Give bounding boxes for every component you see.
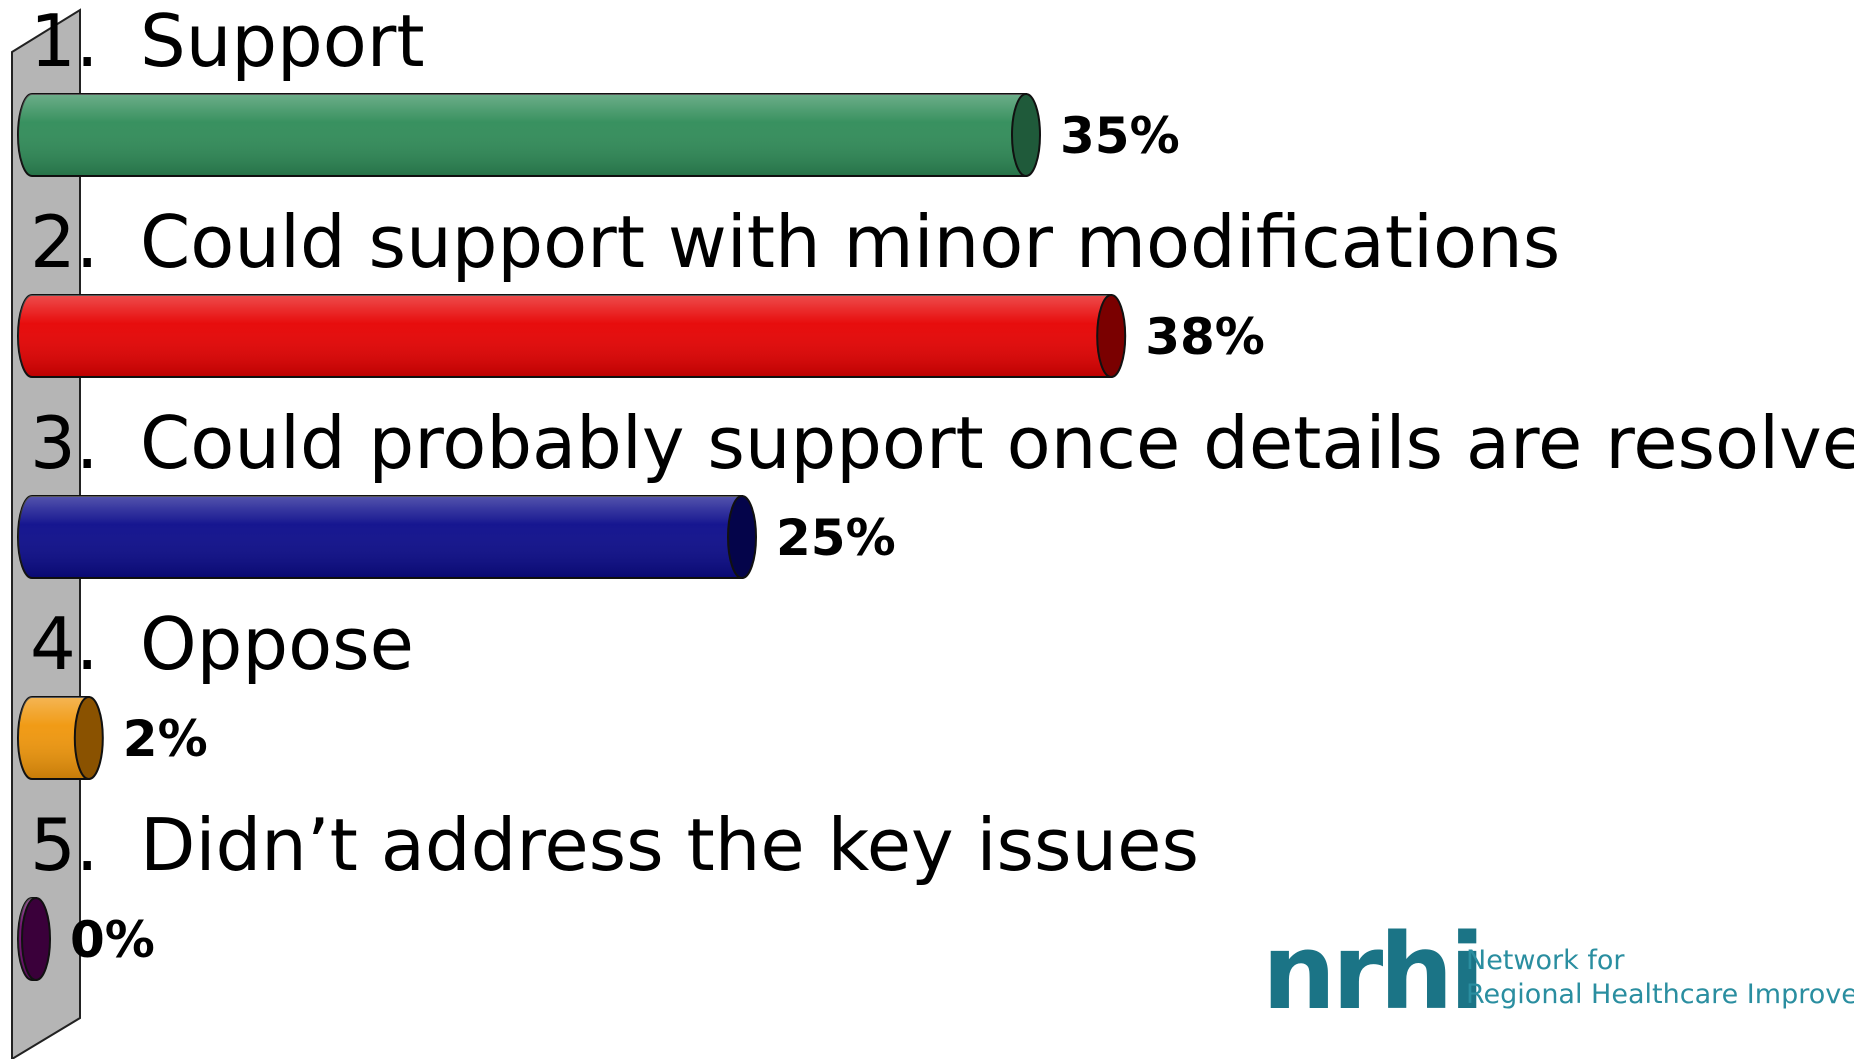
bars-group: 1. Support 35% 2. Could support with minor m… bbox=[17, 0, 1854, 981]
bar-5-value: 0% bbox=[70, 911, 155, 969]
bar-3-number: 3. bbox=[30, 401, 99, 485]
bar-3-cap bbox=[727, 495, 757, 579]
bar-2-sheen bbox=[18, 295, 1112, 377]
bar-2-value: 38% bbox=[1145, 308, 1265, 366]
bar-5-cap bbox=[21, 897, 51, 981]
bar-3-value: 25% bbox=[776, 509, 896, 567]
bar-4-label: Oppose bbox=[140, 602, 414, 686]
logo-mark-text: nrhi bbox=[1262, 911, 1485, 1033]
logo-tagline-line1: Network for bbox=[1466, 945, 1625, 976]
bar-3-sheen bbox=[18, 496, 742, 578]
bar-2-number: 2. bbox=[30, 200, 99, 284]
bar-1-number: 1. bbox=[30, 0, 99, 83]
logo-tagline-line2: Regional Healthcare Improvement bbox=[1466, 979, 1854, 1010]
bar-2-cap bbox=[1096, 294, 1127, 378]
bar-1-label: Support bbox=[140, 0, 425, 83]
bar-5-label: Didn’t address the key issues bbox=[140, 803, 1199, 887]
logo-tagline: Network for Regional Healthcare Improvem… bbox=[1466, 944, 1854, 1012]
bar-5-number: 5. bbox=[30, 803, 99, 887]
logo-mark: nrhi bbox=[1262, 920, 1485, 1024]
bar-4-value: 2% bbox=[123, 710, 208, 768]
bar-4-number: 4. bbox=[30, 602, 99, 686]
bar-2-label: Could support with minor modifications bbox=[140, 200, 1560, 284]
bar-1-value: 35% bbox=[1060, 107, 1180, 165]
bar-1-sheen bbox=[18, 94, 1027, 176]
bar-3-label: Could probably support once details are … bbox=[140, 401, 1854, 485]
nrhi-logo: nrhi Network for Regional Healthcare Imp… bbox=[1262, 920, 1854, 1028]
bar-4-sheen bbox=[18, 697, 89, 779]
bar-4-cap bbox=[73, 696, 104, 780]
bar-1-cap bbox=[1011, 93, 1041, 177]
